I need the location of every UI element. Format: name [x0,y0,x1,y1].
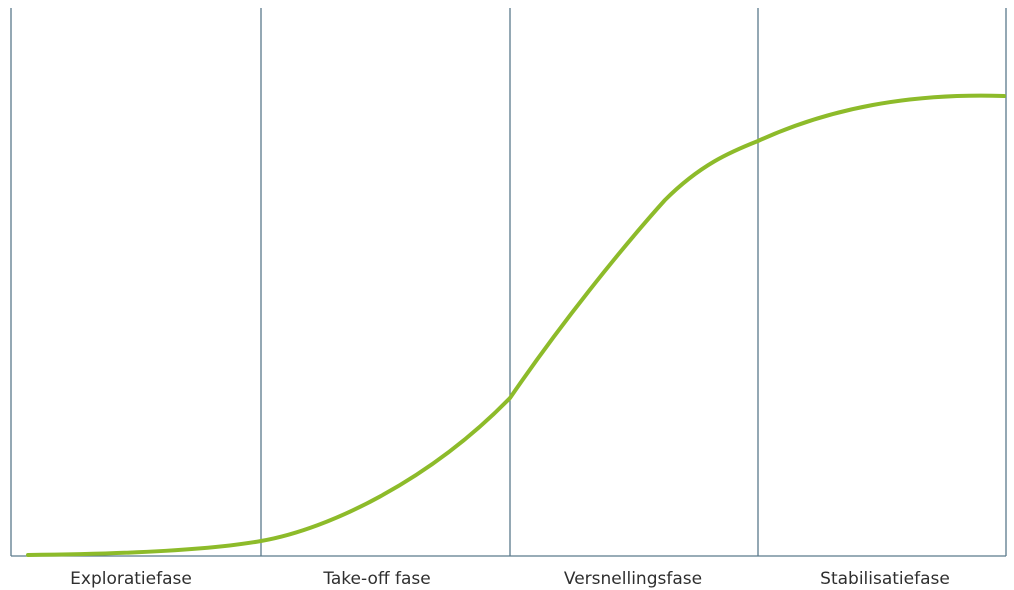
phase-label-exploratiefase: Exploratiefase [70,569,192,589]
phase-label-stabilisatiefase: Stabilisatiefase [820,569,950,589]
phase-label-versnellingsfase: Versnellingsfase [564,569,702,589]
phase-label-take-off-fase: Take-off fase [322,569,430,589]
s-curve [26,93,1006,557]
